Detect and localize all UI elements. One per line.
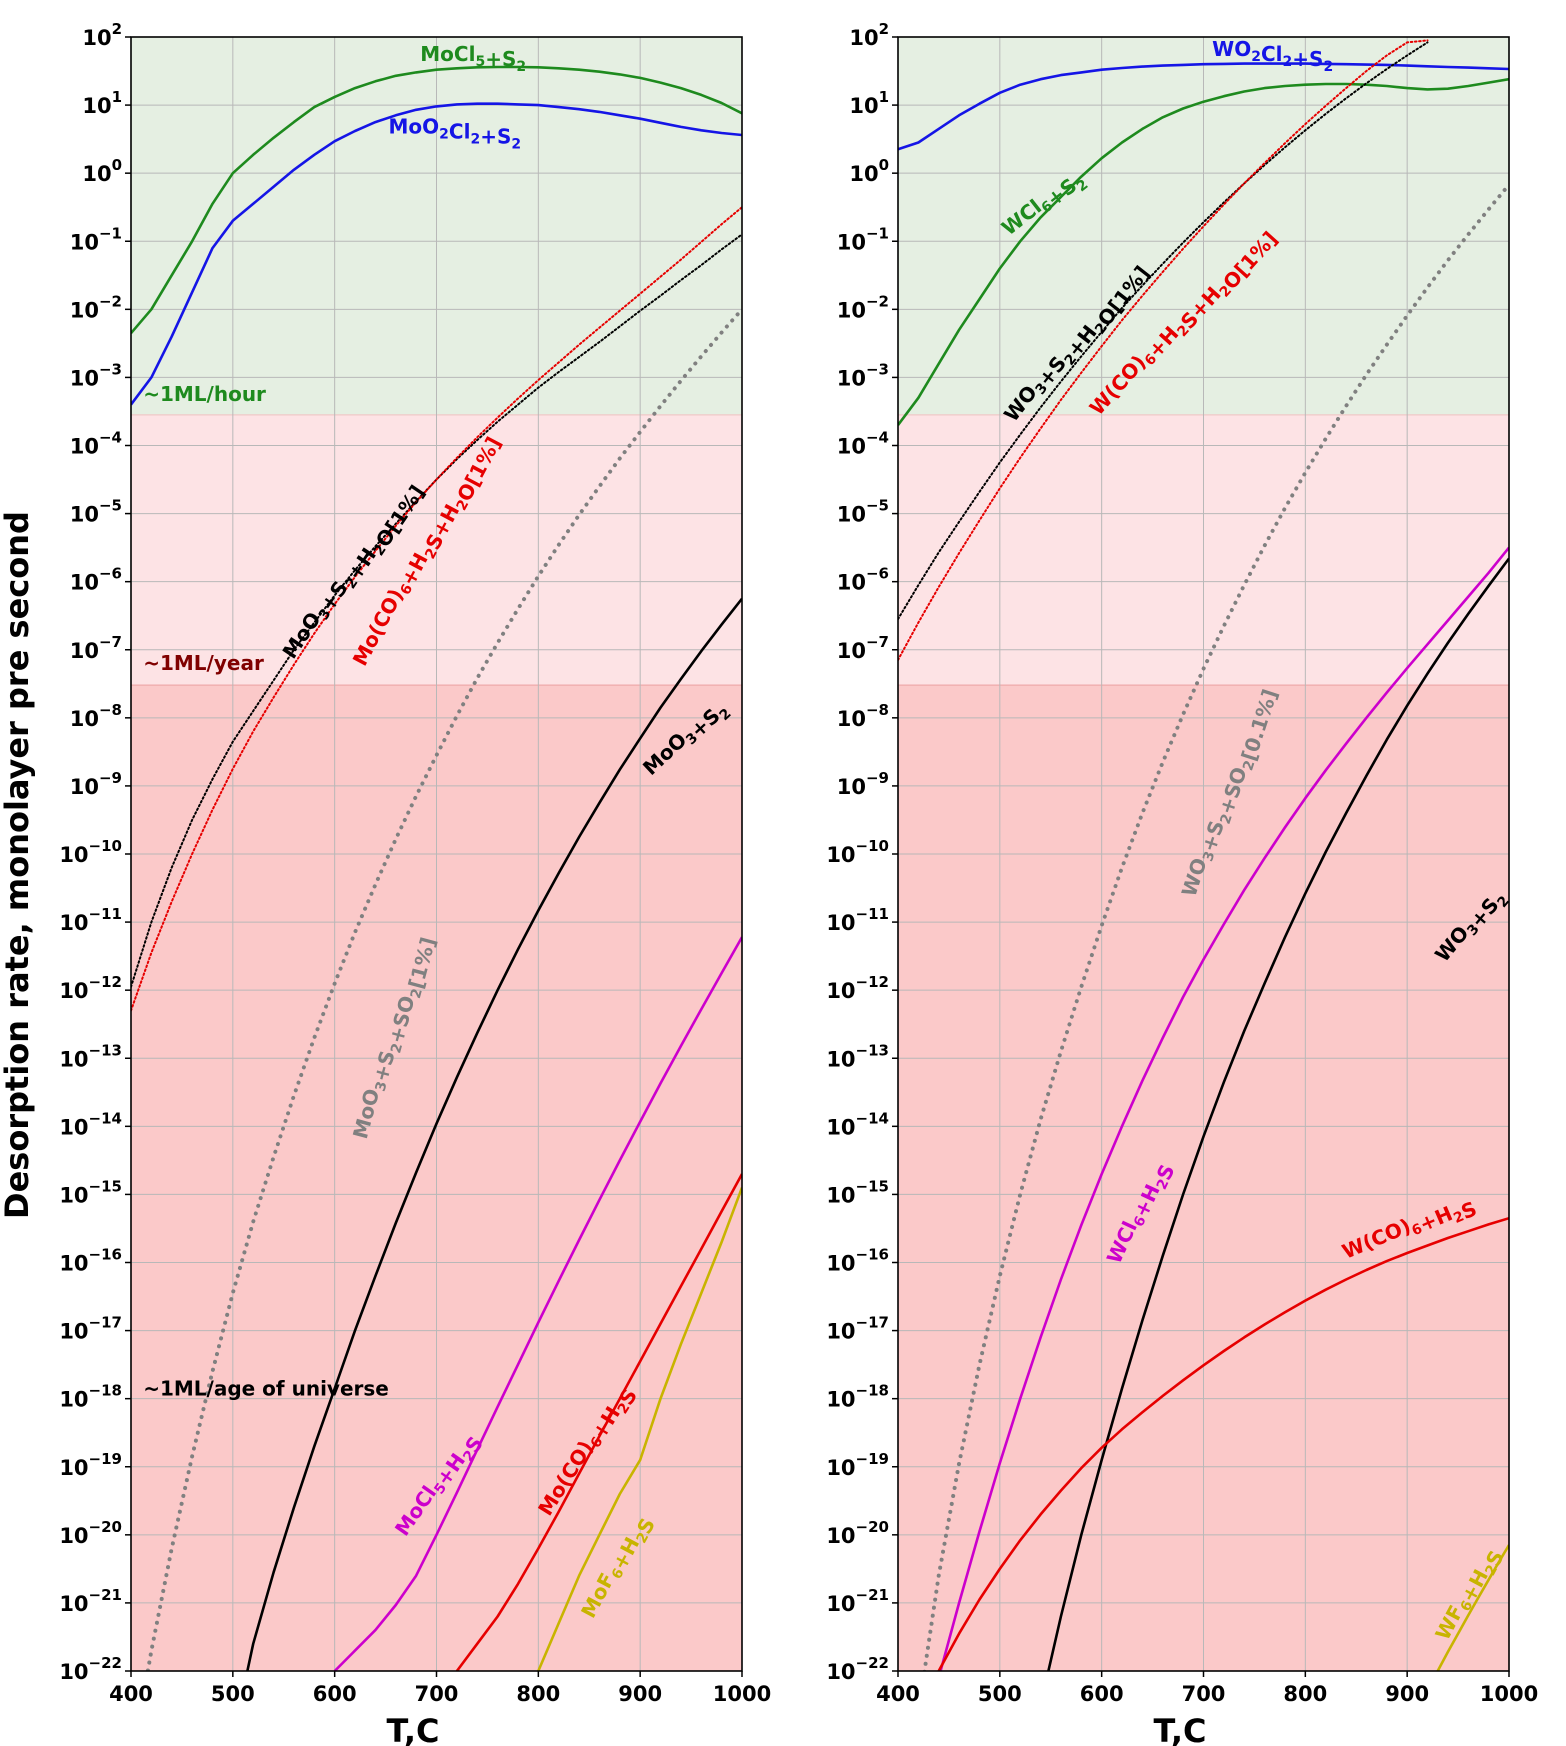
series-line (333, 936, 742, 1671)
y-tick-label: 101 (849, 88, 889, 118)
x-tick-label: 400 (876, 1682, 920, 1706)
series-line (922, 182, 1509, 1671)
y-tick-label: 102 (82, 20, 122, 50)
y-tick-label: 10−10 (59, 837, 122, 867)
x-tick-label: 600 (313, 1682, 357, 1706)
x-tick-label: 1000 (713, 1682, 771, 1706)
x-tick-label: 500 (211, 1682, 255, 1706)
series-line (937, 1216, 1509, 1671)
y-tick-label: 10−17 (826, 1314, 889, 1344)
y-tick-label: 100 (82, 156, 122, 186)
x-axis-label-left: T,C (387, 1712, 440, 1746)
y-tick-label: 101 (82, 88, 122, 118)
y-tick-label: 10−5 (837, 497, 889, 527)
series-line (131, 206, 742, 1012)
y-tick-label: 10−19 (59, 1450, 122, 1480)
y-tick-label: 10−11 (59, 905, 122, 935)
series-line (131, 102, 742, 406)
series-line (246, 597, 742, 1671)
y-tick-label: 10−13 (826, 1041, 889, 1071)
y-tick-label: 10−21 (59, 1586, 122, 1616)
series-line (898, 41, 1429, 621)
x-tick-label: 500 (978, 1682, 1022, 1706)
y-tick-label: 10−2 (837, 292, 889, 322)
x-tick-label: 400 (109, 1682, 153, 1706)
y-tick-label: 10−15 (59, 1177, 122, 1207)
y-tick-label: 10−7 (70, 633, 122, 663)
y-tick-label: 10−4 (837, 429, 889, 459)
x-axis-label-right: T,C (1154, 1712, 1207, 1746)
series-line (145, 307, 742, 1671)
y-tick-label: 10−4 (70, 429, 122, 459)
series-line (939, 546, 1509, 1671)
y-tick-label: 100 (849, 156, 889, 186)
y-tick-label: 10−9 (837, 769, 889, 799)
series-label: MoCl5+S2 (420, 42, 526, 75)
y-tick-label: 10−12 (826, 973, 889, 1003)
y-tick-label: 10−3 (70, 360, 122, 390)
x-tick-label: 1000 (1480, 1682, 1538, 1706)
y-tick-label: 10−8 (837, 701, 889, 731)
y-tick-label: 10−1 (70, 224, 122, 254)
series-line (537, 1187, 742, 1671)
series-label: MoO3+S2+SO2[1%] (348, 931, 440, 1145)
y-tick-label: 10−9 (70, 769, 122, 799)
y-tick-label: 10−20 (59, 1518, 122, 1548)
y-tick-label: 10−16 (826, 1246, 889, 1276)
y-tick-label: 10−10 (826, 837, 889, 867)
x-tick-label: 900 (1385, 1682, 1429, 1706)
y-tick-label: 10−5 (70, 497, 122, 527)
y-tick-label: 10−15 (826, 1177, 889, 1207)
y-tick-label: 10−22 (59, 1654, 122, 1684)
y-tick-label: 10−6 (837, 565, 889, 595)
series-line (898, 62, 1509, 151)
x-tick-label: 900 (618, 1682, 662, 1706)
series-line (455, 1173, 742, 1671)
x-tick-label: 700 (1182, 1682, 1226, 1706)
series-line (131, 65, 742, 335)
y-tick-label: 10−1 (837, 224, 889, 254)
y-tick-label: 102 (849, 20, 889, 50)
x-tick-label: 800 (516, 1682, 560, 1706)
series-line (898, 77, 1509, 426)
x-tick-label: 600 (1080, 1682, 1124, 1706)
y-tick-label: 10−18 (826, 1382, 889, 1412)
y-tick-label: 10−18 (59, 1382, 122, 1412)
left-panel: MoCl5+S2MoO2Cl2+S2MoO3+S2+H2O[1%]Mo(CO)6… (59, 20, 771, 1706)
y-tick-label: 10−11 (826, 905, 889, 935)
y-tick-label: 10−19 (826, 1450, 889, 1480)
y-tick-label: 10−20 (826, 1518, 889, 1548)
y-tick-label: 10−14 (59, 1109, 122, 1139)
band-annotation: ~1ML/hour (143, 382, 266, 406)
series-line (1047, 557, 1509, 1671)
y-tick-label: 10−12 (59, 973, 122, 1003)
y-tick-label: 10−6 (70, 565, 122, 595)
y-tick-label: 10−2 (70, 292, 122, 322)
y-tick-label: 10−14 (826, 1109, 889, 1139)
y-tick-label: 10−22 (826, 1654, 889, 1684)
y-axis-label: Desorption rate, monolayer pre second (0, 511, 36, 1219)
series-line (1436, 1544, 1509, 1671)
y-tick-label: 10−17 (59, 1314, 122, 1344)
series-label: WO2Cl2+S2 (1212, 37, 1333, 75)
y-tick-label: 10−21 (826, 1586, 889, 1616)
band-annotation: ~1ML/age of universe (143, 1376, 389, 1400)
right-panel: WO2Cl2+S2WCl6+S2WO3+S2+H2O[1%]W(CO)6+H2S… (826, 20, 1538, 1706)
y-tick-label: 10−7 (837, 633, 889, 663)
x-tick-label: 700 (415, 1682, 459, 1706)
series-label: MoO2Cl2+S2 (388, 115, 521, 153)
y-tick-label: 10−8 (70, 701, 122, 731)
y-tick-label: 10−3 (837, 360, 889, 390)
y-tick-label: 10−13 (59, 1041, 122, 1071)
band-annotation: ~1ML/year (143, 651, 264, 675)
y-tick-label: 10−16 (59, 1246, 122, 1276)
series-line (898, 39, 1429, 661)
x-tick-label: 800 (1283, 1682, 1327, 1706)
